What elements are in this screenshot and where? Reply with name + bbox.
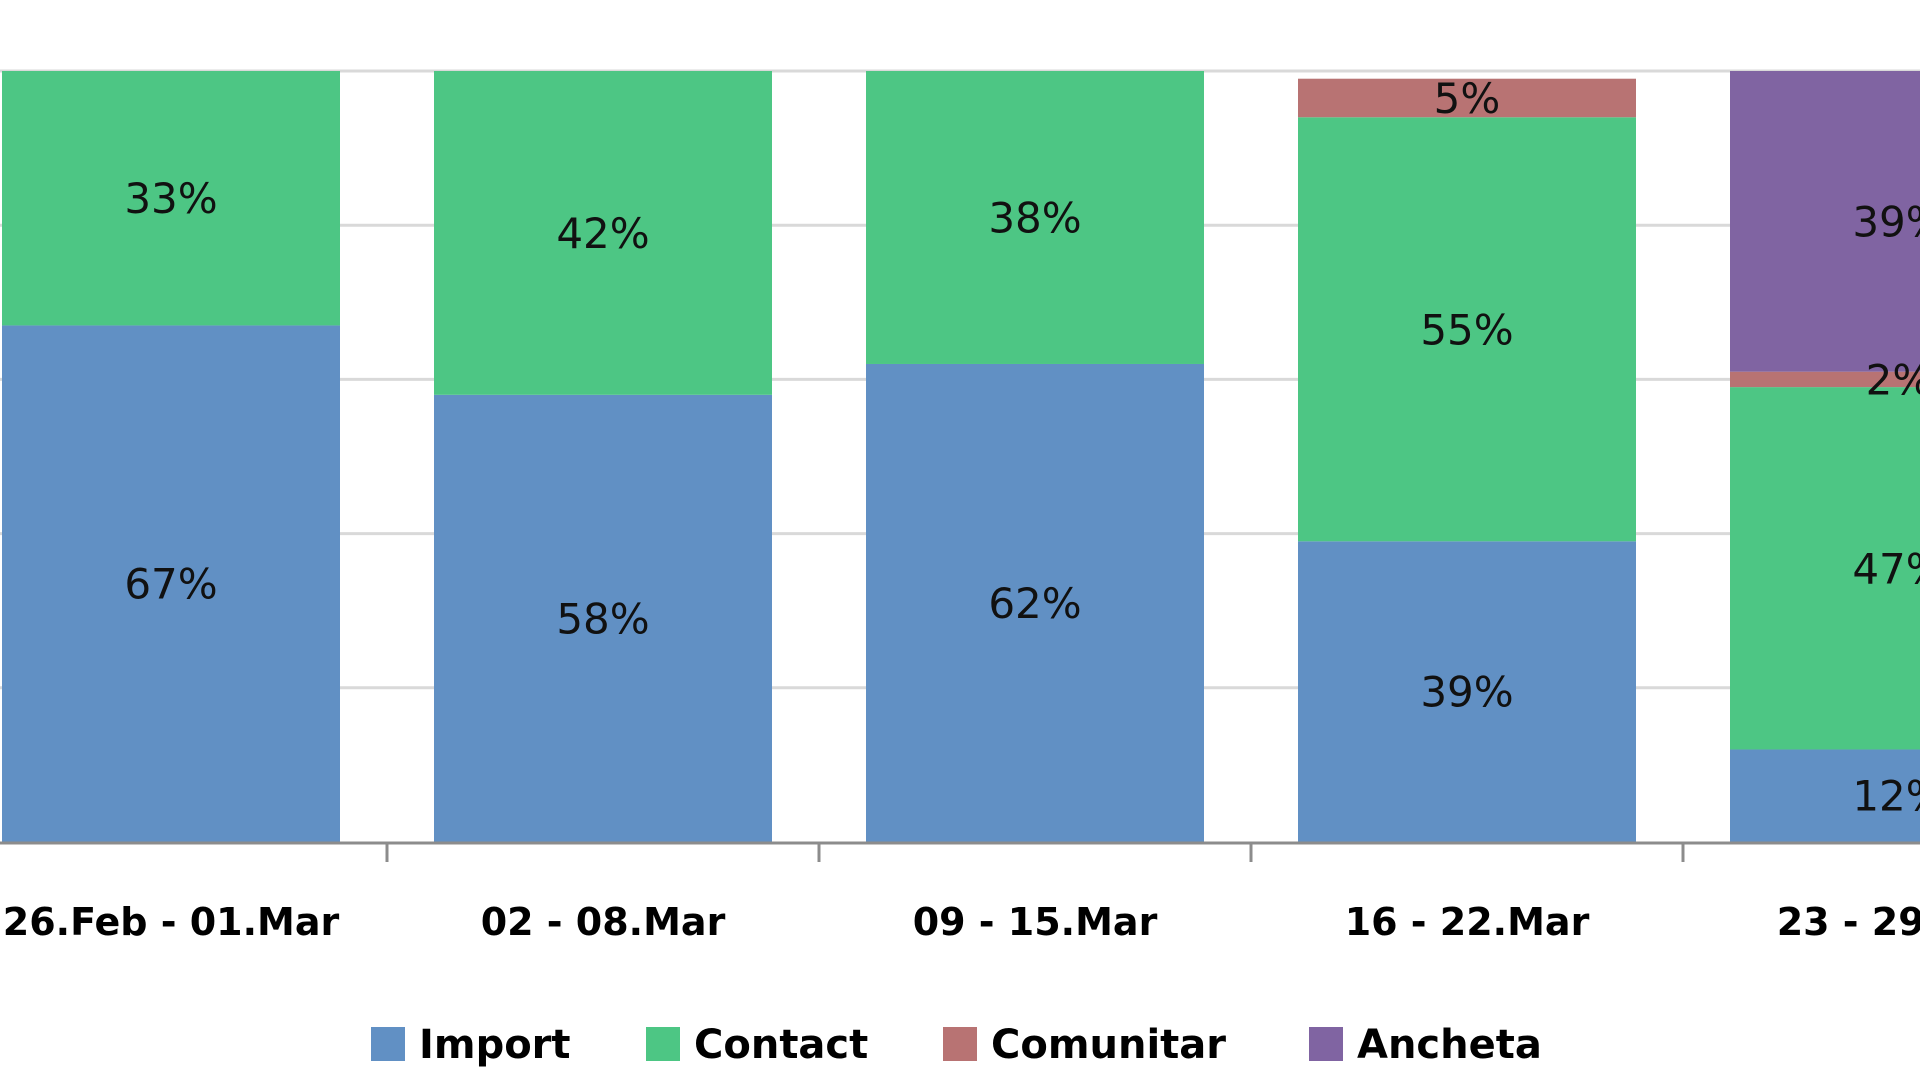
data-label: 12% [1852,772,1920,821]
data-label: 42% [556,209,649,258]
bar-segment-import [2,325,340,842]
legend-label-comunitar: Comunitar [991,1022,1226,1068]
legend-swatch-contact [646,1027,680,1061]
data-label: 38% [988,193,1081,242]
bar-segment-import [1730,749,1920,842]
x-tick-label: 26.Feb - 01.Mar [3,900,340,944]
data-label: 55% [1420,305,1513,354]
bar-segment-contact [1730,387,1920,750]
data-label: 67% [124,560,217,609]
bar-segment-ancheta [1730,71,1920,372]
bar-segment-contact [2,71,340,326]
bar-segment-contact [866,71,1204,364]
legend-swatch-import [371,1027,405,1061]
bar-segment-comunitar [1730,371,1920,388]
data-label: 62% [988,579,1081,628]
bar-segment-import [866,363,1204,842]
bar-segment-contact [434,71,772,395]
x-tick-label: 09 - 15.Mar [913,900,1158,944]
data-label: 47% [1852,544,1920,593]
legend-swatch-comunitar [943,1027,977,1061]
bar-segment-contact [1298,117,1636,542]
x-tick-label: 23 - 29.Mar [1777,900,1920,944]
bar-segment-comunitar [1298,78,1636,118]
legend-swatch-ancheta [1309,1027,1343,1061]
data-label: 2% [1866,355,1920,404]
bar-segment-import [434,394,772,842]
data-label: 58% [556,594,649,643]
data-label: 33% [124,174,217,223]
legend-label-ancheta: Ancheta [1357,1022,1542,1068]
data-label: 39% [1852,197,1920,246]
data-label: 39% [1420,668,1513,717]
x-tick-label: 02 - 08.Mar [481,900,726,944]
legend-label-import: Import [419,1022,571,1068]
data-label: 5% [1434,74,1501,123]
legend-label-contact: Contact [694,1022,868,1068]
x-tick-label: 16 - 22.Mar [1345,900,1590,944]
bar-segment-import [1298,541,1636,842]
